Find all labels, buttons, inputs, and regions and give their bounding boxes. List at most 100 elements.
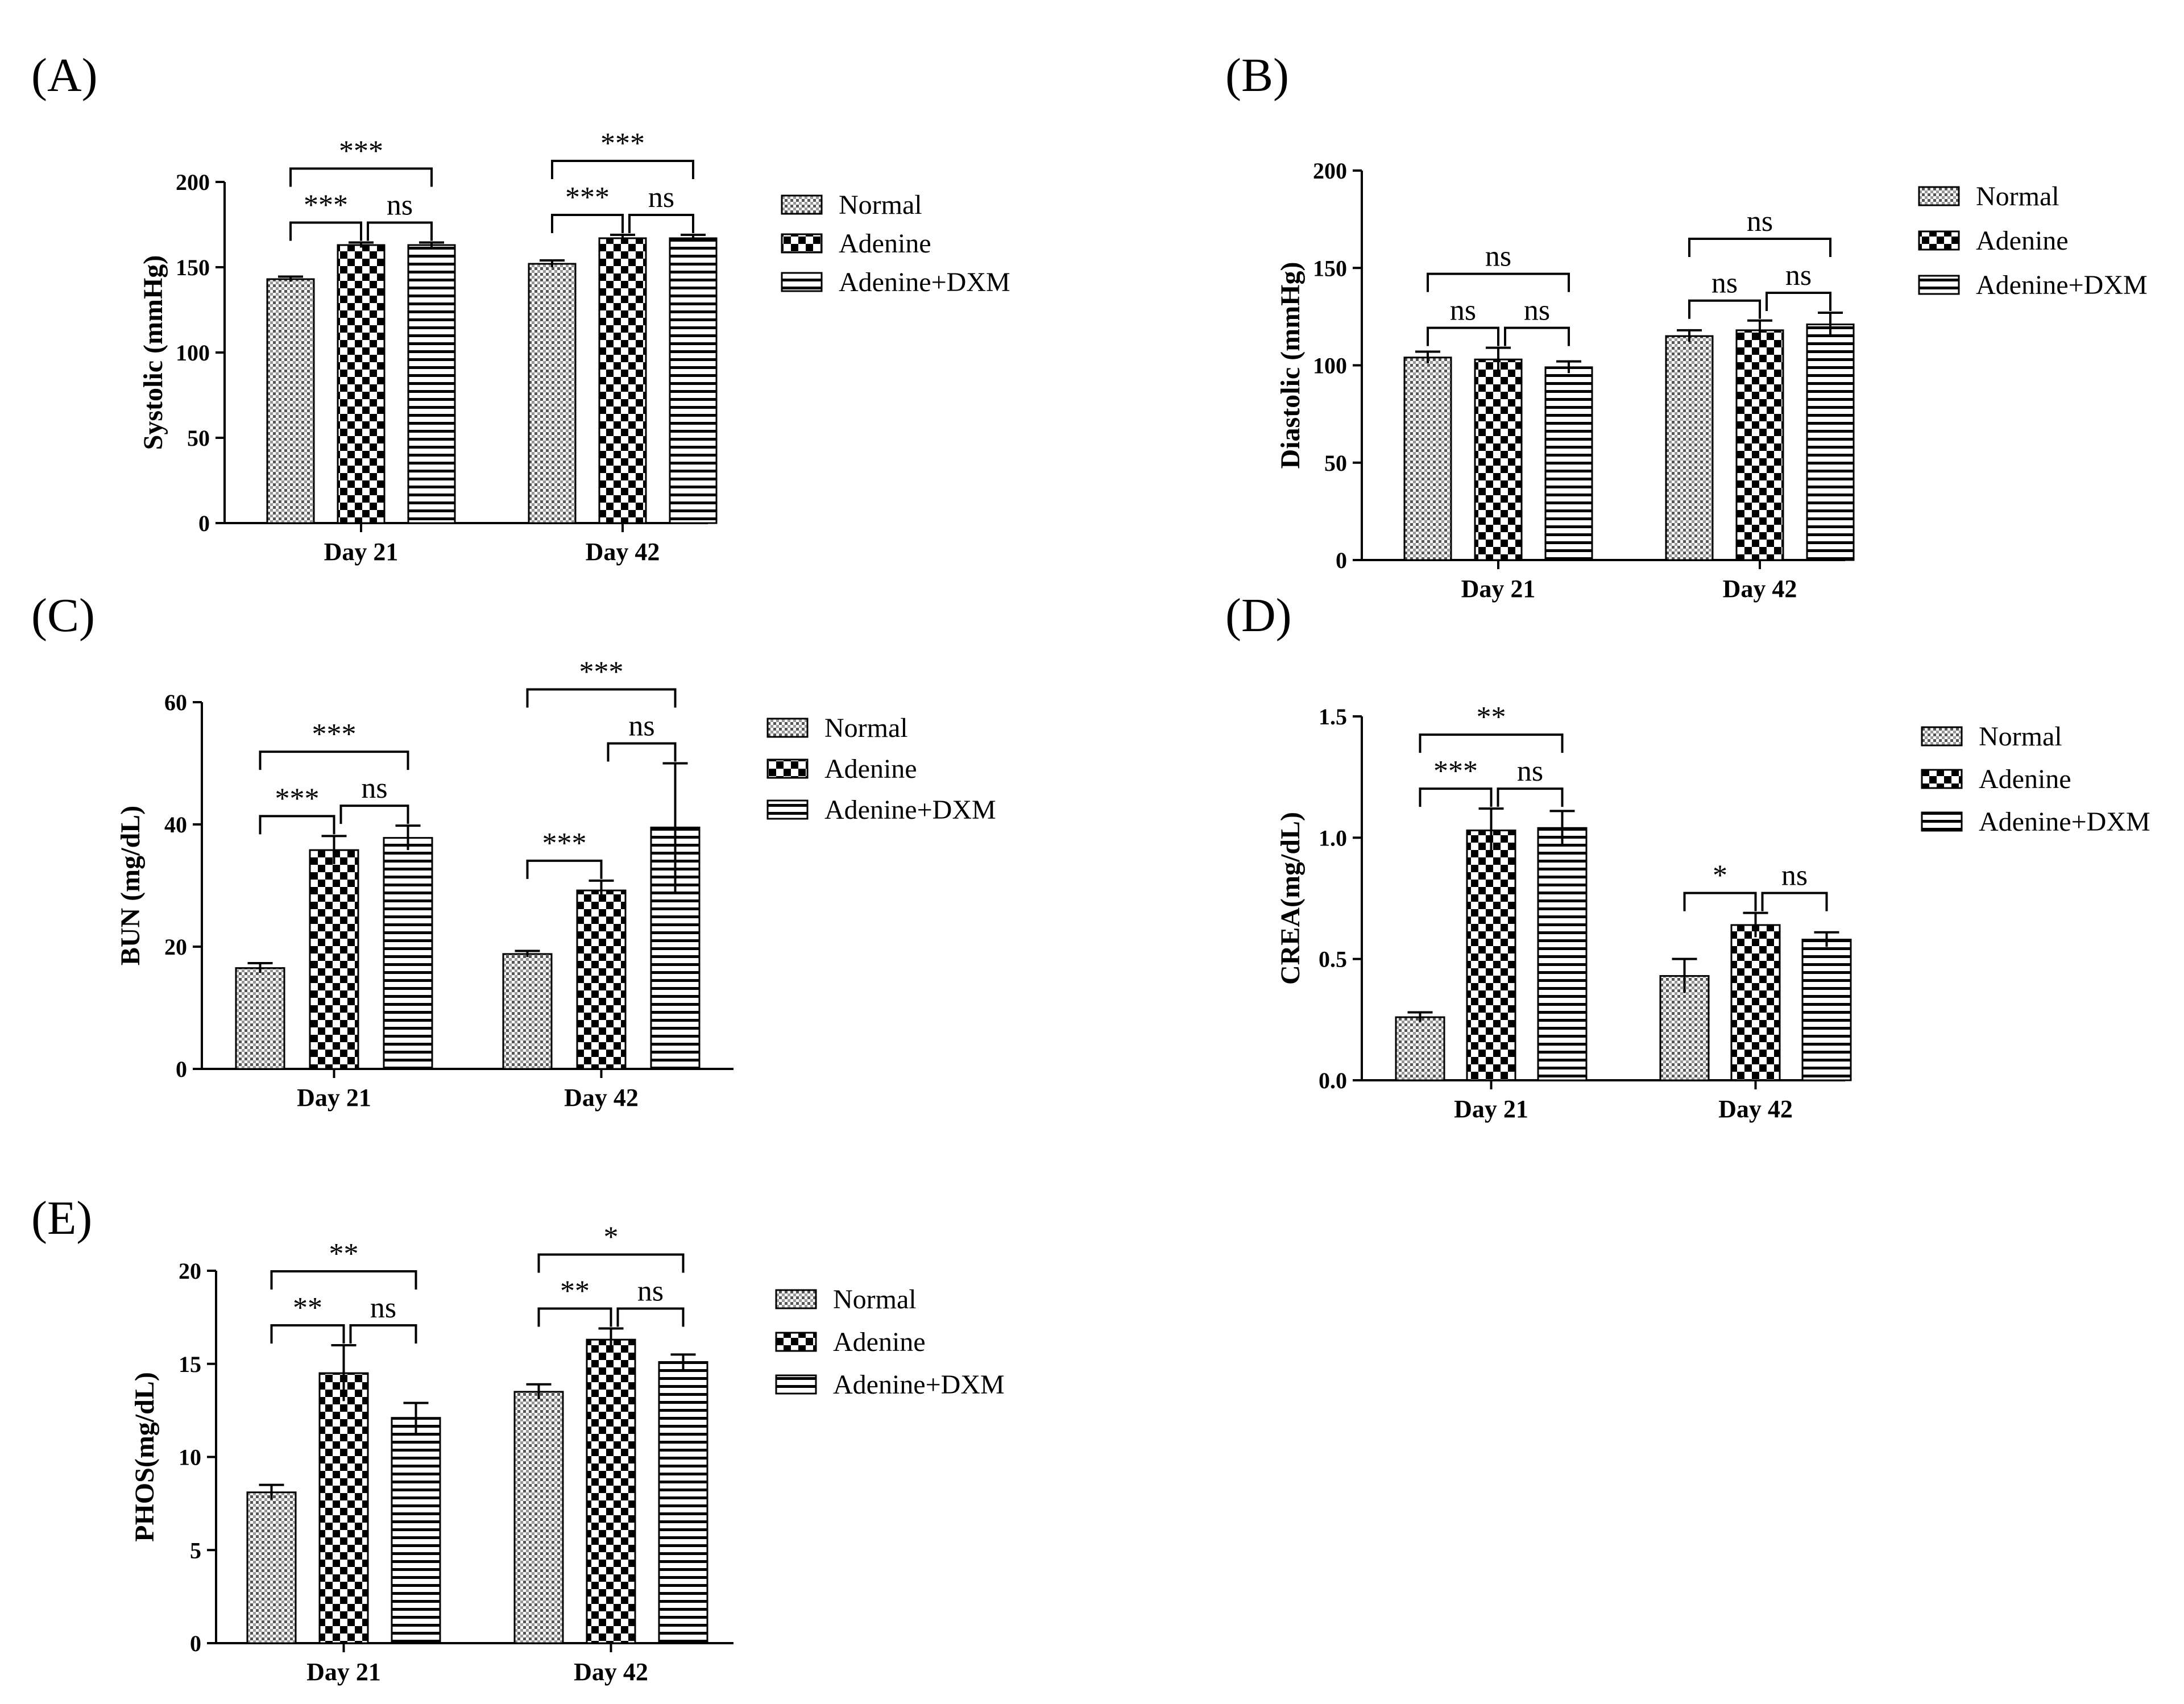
bar-normal-0 [266,278,315,524]
significance-label: *** [312,718,357,751]
significance-bracket [1427,326,1499,346]
significance-bracket [537,1307,612,1327]
y-axis-label: CREA(mg/dL) [1275,812,1306,985]
bar-adenine-1 [576,889,627,1070]
significance-label: ns [1485,241,1511,273]
significance-label: ns [387,189,413,222]
significance-bracket [1688,299,1761,319]
bar-normal-1 [1665,335,1714,561]
significance-label: *** [339,135,383,168]
significance-bracket [607,742,677,762]
y-tick-label: 50 [187,425,210,451]
bar-adenine-1 [598,237,647,524]
significance-bracket [259,751,409,770]
significance-label: * [1713,860,1727,892]
significance-bracket [1419,787,1493,807]
bar-normal-1 [502,953,553,1070]
bar-normal-0 [1395,1016,1445,1081]
x-tick-label: Day 21 [1461,575,1536,603]
x-tick-label: Day 21 [297,1084,371,1112]
significance-label: ns [361,772,387,805]
significance-label: ns [1785,259,1812,292]
legend-swatch [766,718,809,738]
y-tick-label: 100 [1313,353,1347,379]
legend-swatch [1921,726,1963,747]
y-tick-label: 40 [164,812,187,838]
bar-adenine-0 [1466,830,1516,1081]
y-axis-label: Diastolic (mmHg) [1275,262,1306,469]
bar-adenine-dxm-1 [1801,939,1852,1081]
y-tick-label: 150 [176,255,210,280]
bar-adenine-0 [1474,358,1523,561]
legend-label: Normal [824,713,908,743]
x-tick-label: Day 42 [1723,575,1797,603]
significance-label: ns [628,710,654,743]
bar-normal-1 [528,263,577,524]
significance-label: ns [1781,860,1808,892]
bar-adenine-dxm-0 [391,1417,441,1644]
y-tick-label: 0 [1336,548,1347,573]
legend-label: Adenine [1976,226,2069,256]
bar-adenine-dxm-0 [1544,366,1593,561]
bar-adenine-dxm-0 [383,837,433,1070]
y-tick-label: 60 [164,690,187,715]
significance-bracket [270,1270,417,1290]
bar-normal-1 [1659,975,1710,1081]
bar-adenine-1 [1735,329,1784,561]
panel-label: (B) [1225,49,1289,102]
significance-label: ns [1747,205,1773,238]
x-tick-label: Day 42 [1718,1095,1793,1123]
panel-label: (D) [1225,589,1292,642]
significance-label: ** [293,1292,322,1324]
significance-label: *** [600,127,645,160]
significance-bracket [551,160,694,179]
significance-label: * [604,1221,619,1254]
y-tick-label: 100 [176,340,210,366]
bar-normal-0 [235,967,285,1070]
significance-bracket [339,805,409,824]
legend-label: Adenine+DXM [1979,807,2150,837]
legend-label: Adenine [833,1327,926,1357]
y-tick-label: 0 [176,1056,187,1082]
significance-bracket [289,221,362,241]
x-tick-label: Day 21 [324,538,399,566]
legend-swatch [781,272,823,292]
significance-label: ** [1477,701,1506,733]
significance-bracket [1766,292,1831,312]
significance-label: *** [579,656,624,689]
significance-bracket [526,859,603,879]
bar-adenine-1 [586,1338,636,1644]
bar-normal-0 [246,1491,297,1644]
panel-0: (A) 0 50 100 150 200 Systolic (mmHg) Day 21 Day … [31,49,1010,566]
significance-label: ns [1711,267,1738,300]
significance-bracket [1504,326,1570,346]
significance-bracket [537,1253,685,1273]
legend-label: Normal [833,1284,917,1315]
bar-adenine-dxm-1 [658,1361,708,1644]
significance-label: ns [370,1292,396,1324]
legend-swatch [1921,769,1963,789]
significance-label: *** [565,181,610,214]
significance-bracket [628,214,694,233]
significance-bracket [1683,892,1757,911]
y-tick-label: 200 [1313,158,1347,184]
y-tick-label: 150 [1313,255,1347,281]
legend-swatch [766,799,809,820]
y-tick-label: 15 [179,1351,201,1377]
significance-label: ns [637,1275,664,1308]
y-tick-label: 1.5 [1319,704,1347,729]
y-tick-label: 20 [179,1258,201,1284]
legend-swatch [775,1289,817,1309]
legend-label: Adenine+DXM [839,267,1010,297]
y-tick-label: 0 [198,511,210,536]
y-tick-label: 0 [190,1631,201,1656]
bar-adenine-1 [1730,924,1781,1081]
significance-label: ns [1450,295,1476,327]
significance-bracket [551,214,624,233]
bar-adenine-dxm-0 [407,244,456,524]
bar-normal-1 [513,1391,564,1644]
significance-bracket [367,221,433,241]
legend-label: Adenine+DXM [824,795,996,825]
legend-label: Normal [839,190,922,220]
x-tick-label: Day 42 [574,1658,648,1686]
